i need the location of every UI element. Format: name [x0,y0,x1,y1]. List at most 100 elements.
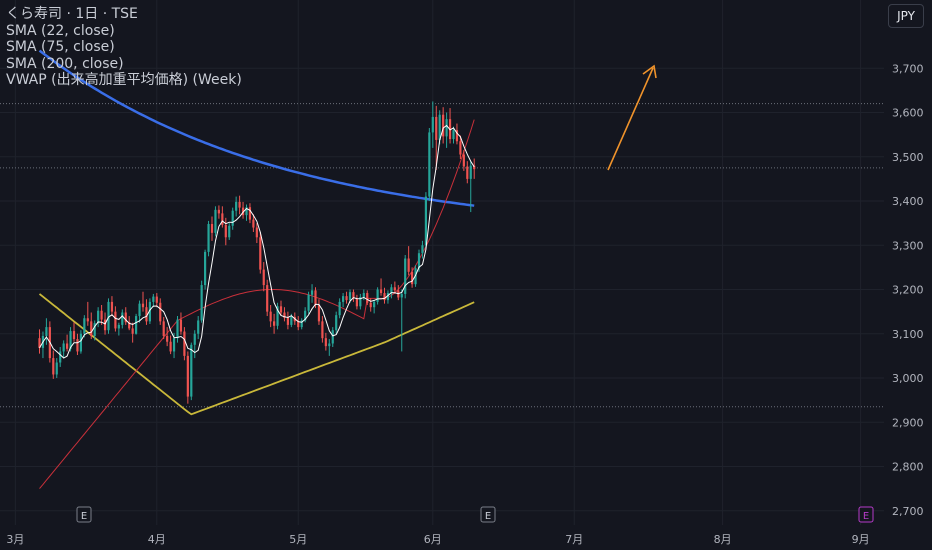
candle-body [383,293,386,301]
candle-body [417,253,421,269]
candle-body [352,292,355,299]
indicator-sma22[interactable]: SMA (22, close) [6,22,115,39]
candle-body [473,165,476,170]
candle-body [345,296,348,301]
x-tick-label: 5月 [289,533,307,546]
earnings-marker-label: E [81,511,87,522]
earnings-marker [480,506,496,523]
earnings-marker-label: E [863,511,869,522]
candle-body [438,114,441,140]
candle-body [38,338,41,348]
candle-body [241,207,245,216]
candle-body [204,251,207,286]
candle-body [114,311,117,329]
projection-arrow [607,67,654,171]
candle-body [83,318,86,334]
candle-body [259,237,262,270]
candle-body [45,327,48,336]
candle-body [214,209,217,233]
y-tick-label: 2,700 [892,505,924,518]
candle-body [255,227,258,238]
candle-body [404,258,407,294]
y-tick-label: 3,300 [892,239,924,252]
candle-body [459,141,462,155]
y-tick-label: 3,500 [892,151,924,164]
candle-body [262,269,265,286]
candle-body [238,201,241,208]
candle-body [335,315,338,331]
candle-body [166,335,169,342]
candle-body [366,293,369,303]
candle-body [314,290,317,305]
candle-body [362,293,365,298]
candle-body [373,301,376,308]
candle-body [300,320,303,328]
symbol-title[interactable]: くら寿司 · 1日 · TSE [6,6,138,22]
candle-body [286,317,289,325]
candle-body [169,341,172,352]
candle-body [304,310,307,321]
candle-body [431,116,434,133]
candle-body [162,321,165,336]
candle-body [248,207,252,220]
candle-body [72,331,76,340]
candle-body [469,165,472,179]
y-tick-label: 3,000 [892,372,924,385]
chart-legend: くら寿司 · 1日 · TSE SMA (22, close) SMA (75,… [6,6,242,89]
candle-body [386,293,390,301]
sma200-line [38,49,475,207]
candle-body [231,210,234,226]
candle-body [421,245,424,254]
currency-button[interactable]: JPY [888,4,924,28]
candle-body [348,292,352,301]
candle-body [93,323,96,336]
indicator-sma75[interactable]: SMA (75, close) [6,39,115,56]
candle-body [179,319,183,332]
candle-body [290,316,293,325]
candle-body [393,287,396,291]
candle-body [131,328,134,334]
candle-body [400,293,403,298]
candle-body [376,289,379,302]
candle-body [266,285,269,312]
y-tick-label: 3,200 [892,284,924,297]
candle-body [221,213,224,225]
candle-body [135,316,138,334]
candle-body [90,321,93,336]
candle-body [252,219,255,228]
candle-body [207,224,210,252]
indicator-vwap[interactable]: VWAP (出来高加重平均価格) (Week) [6,72,242,89]
candle-body [176,319,179,339]
candle-body [128,322,131,329]
candle-body [228,225,231,238]
candle-body [76,339,79,352]
candle-body [159,302,162,322]
candle-body [100,310,103,320]
candle-body [307,294,310,311]
candle-body [324,338,327,347]
candle-body [103,319,107,331]
x-tick-label: 6月 [424,533,442,546]
candle-body [342,296,345,302]
candle-body [331,330,334,344]
candle-body [442,114,445,137]
candle-body [200,285,203,321]
candle-body [310,290,314,295]
x-tick-label: 3月 [6,533,24,546]
earnings-marker-label: E [485,511,491,522]
indicator-sma200[interactable]: SMA (200, close) [6,55,124,72]
candle-body [355,298,358,307]
candle-body [69,331,72,349]
candle-body [117,324,120,329]
candle-body [424,196,427,246]
candle-body [97,310,100,324]
candle-body [407,258,410,272]
candle-body [328,343,331,347]
candle-body [172,338,176,352]
candle-body [59,351,62,363]
candle-body [435,116,438,140]
candle-body [245,207,248,216]
sma22-line [39,124,475,359]
